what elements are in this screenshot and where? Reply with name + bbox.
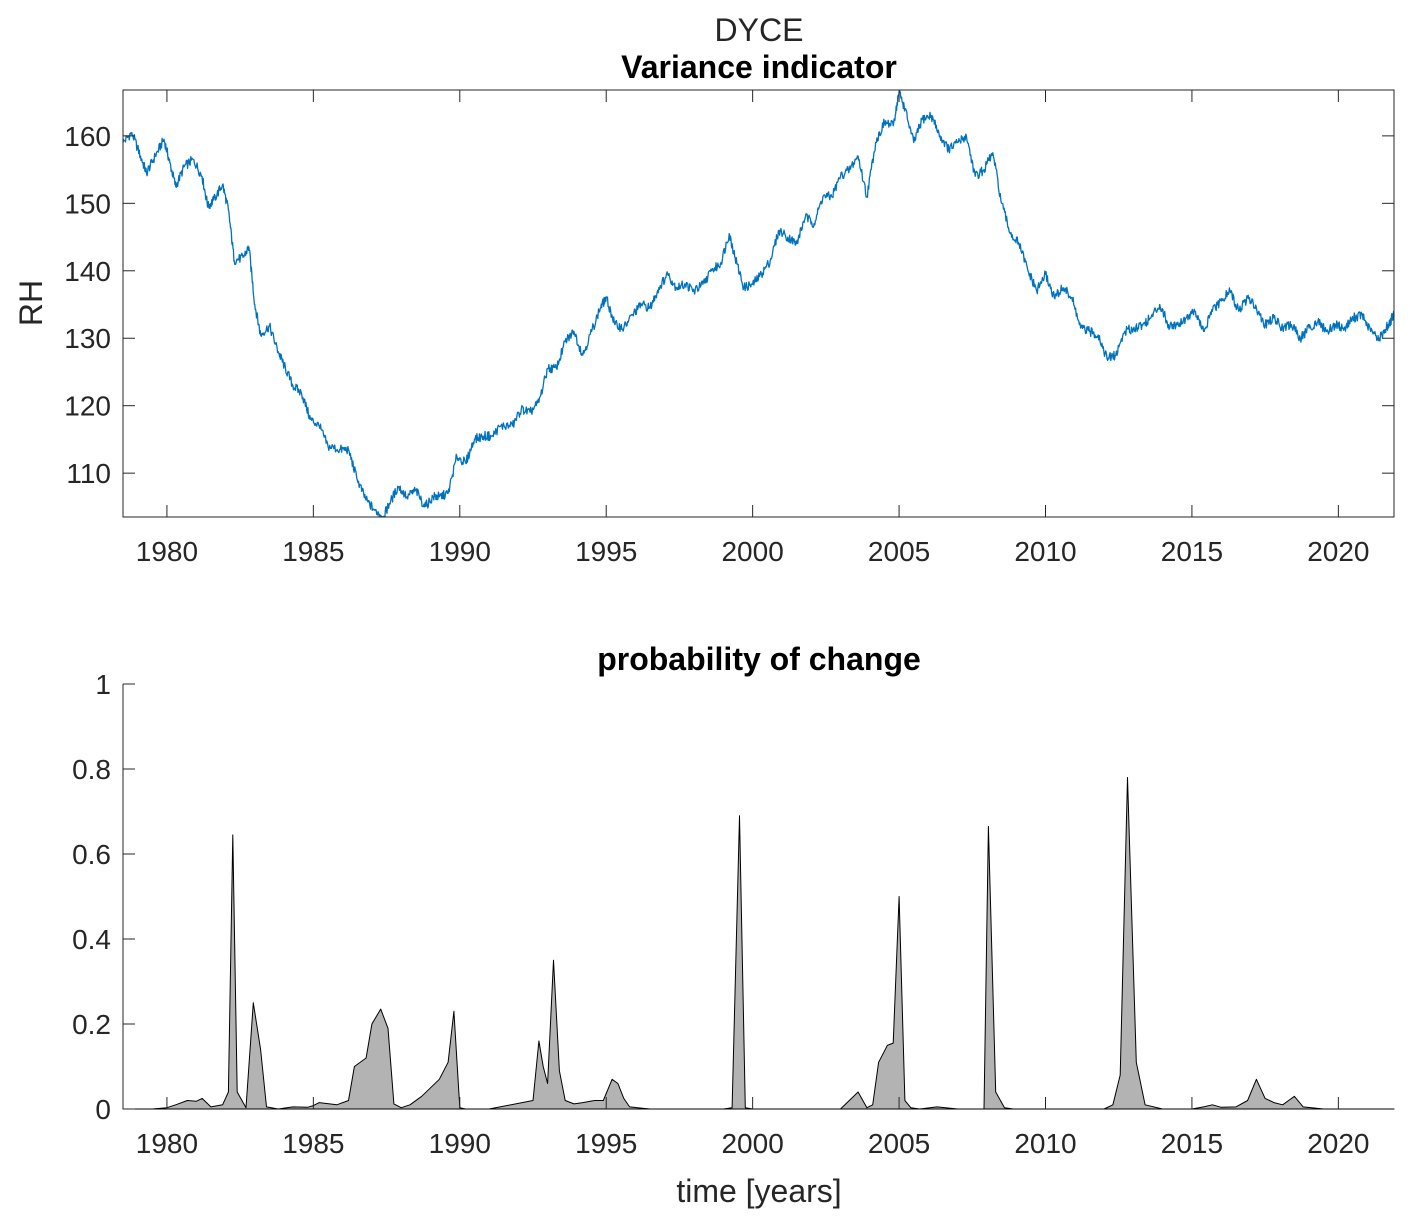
- variance-x-tick-label: 2015: [1161, 536, 1223, 567]
- probability-panel-title: probability of change: [597, 641, 921, 677]
- variance-y-tick-label: 130: [64, 323, 111, 354]
- variance-indicator-panel: DYCE Variance indicator 1980 1985 1990 1995…: [13, 12, 1395, 567]
- variance-y-tick-label: 110: [66, 458, 111, 489]
- variance-x-tick-label: 1980: [136, 536, 198, 567]
- variance-panel-title: Variance indicator: [621, 49, 897, 85]
- variance-x-tick-label: 2010: [1014, 536, 1076, 567]
- probability-panel: probability of change 1980 1985 1990 1995 20…: [72, 641, 1395, 1209]
- probability-x-tick-label: 2010: [1014, 1128, 1076, 1159]
- probability-y-tick-label: 0.6: [72, 839, 111, 870]
- variance-x-ticks: 1980 1985 1990 1995 2000 2005 2010 2015 2020: [136, 90, 1370, 567]
- probability-y-ticks: 0 0.2 0.4 0.6 0.8 1: [72, 669, 135, 1125]
- variance-x-tick-label: 2020: [1307, 536, 1369, 567]
- variance-x-tick-label: 2005: [868, 536, 930, 567]
- probability-x-axis-label: time [years]: [676, 1173, 841, 1209]
- variance-y-tick-label: 120: [64, 391, 111, 422]
- probability-y-tick-label: 0.8: [72, 754, 111, 785]
- probability-x-tick-label: 1980: [136, 1128, 198, 1159]
- probability-y-tick-label: 0: [95, 1094, 111, 1125]
- probability-x-tick-label: 2005: [868, 1128, 930, 1159]
- probability-x-tick-label: 2020: [1307, 1128, 1369, 1159]
- probability-x-ticks: 1980 1985 1990 1995 2000 2005 2010 2015 2020: [136, 1097, 1370, 1159]
- variance-plot-area: [123, 90, 1394, 517]
- variance-x-tick-label: 2000: [721, 536, 783, 567]
- variance-y-ticks: 110 120 130 140 150 160: [64, 121, 1394, 489]
- variance-y-tick-label: 140: [64, 256, 111, 287]
- rh-variance-line: [122, 90, 1395, 518]
- variance-x-tick-label: 1985: [282, 536, 344, 567]
- variance-y-tick-label: 160: [64, 121, 111, 152]
- probability-x-tick-label: 2000: [721, 1128, 783, 1159]
- variance-y-tick-label: 150: [64, 188, 111, 219]
- probability-area: [122, 777, 1395, 1110]
- probability-y-tick-label: 1: [95, 669, 111, 700]
- probability-y-tick-label: 0.2: [72, 1009, 111, 1040]
- variance-axes-box: [122, 89, 1395, 518]
- probability-x-tick-label: 1990: [429, 1128, 491, 1159]
- variance-x-tick-label: 1995: [575, 536, 637, 567]
- probability-y-tick-label: 0.4: [72, 924, 111, 955]
- probability-x-tick-label: 2015: [1161, 1128, 1223, 1159]
- variance-y-axis-label: RH: [13, 280, 49, 326]
- variance-x-tick-label: 1990: [429, 536, 491, 567]
- probability-x-tick-label: 1985: [282, 1128, 344, 1159]
- figure-suptitle: DYCE: [715, 12, 804, 48]
- probability-x-tick-label: 1995: [575, 1128, 637, 1159]
